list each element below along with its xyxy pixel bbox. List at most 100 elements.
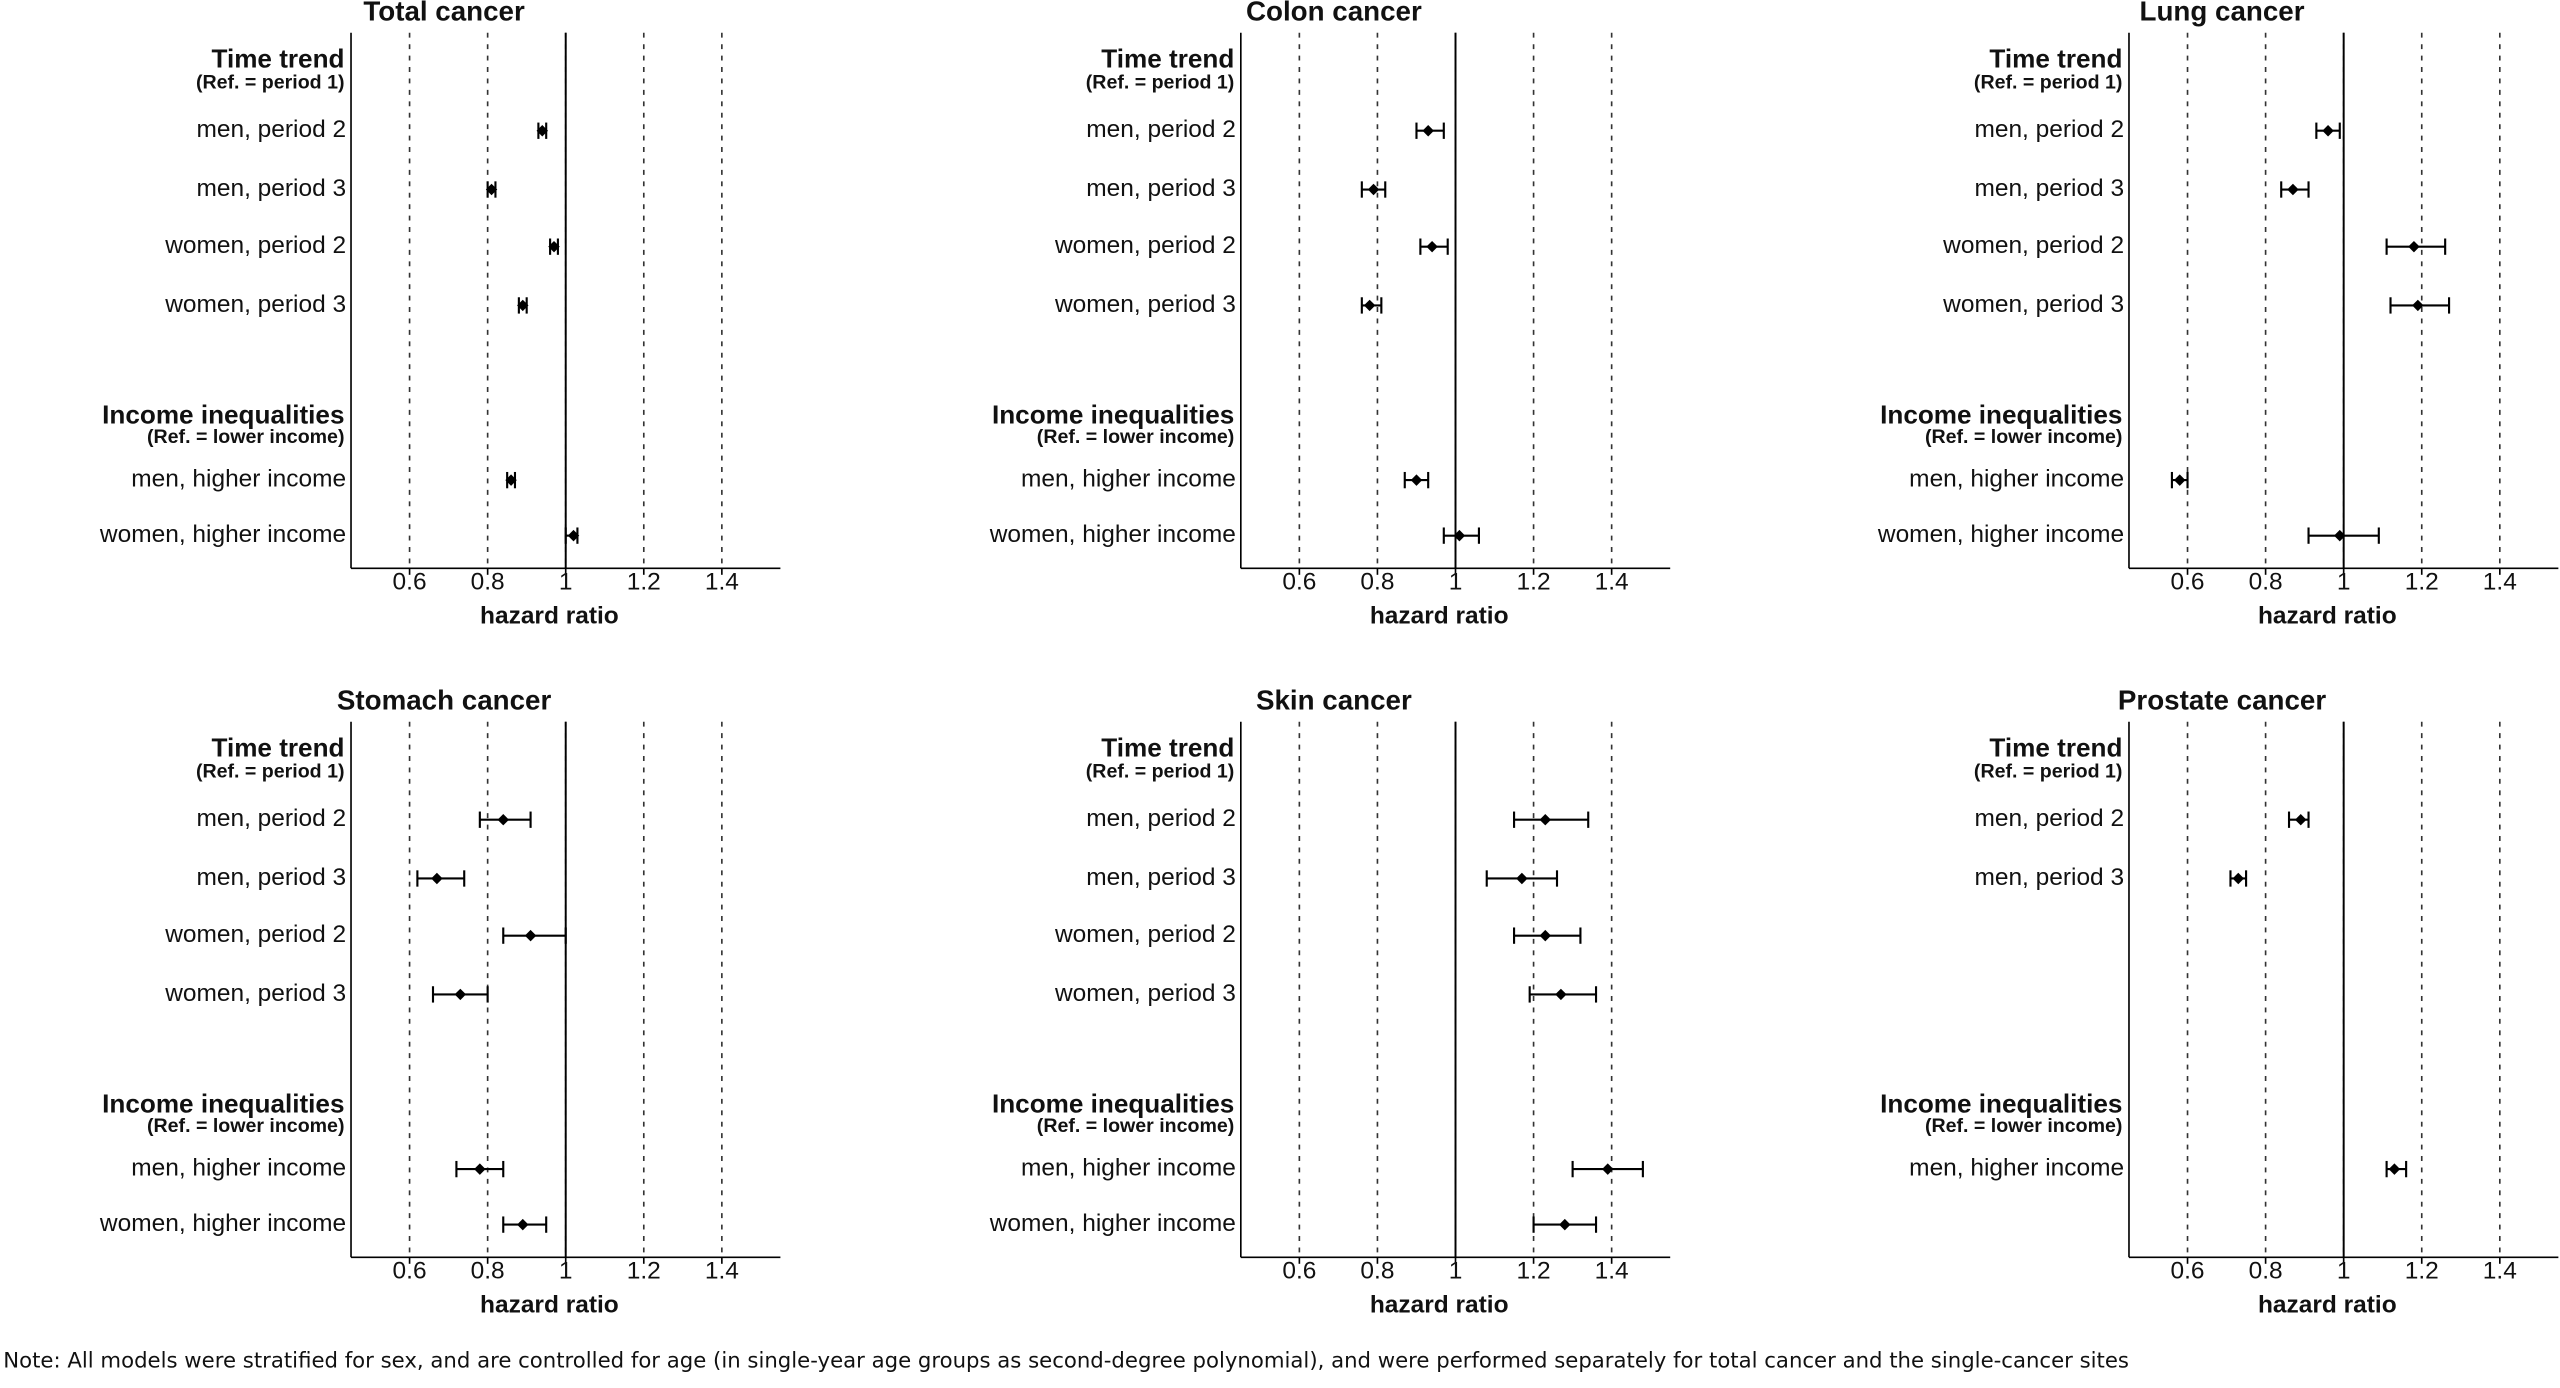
x-tick-label: 1 [1449, 568, 1463, 595]
point-estimate [2295, 814, 2307, 826]
point-estimate [1555, 988, 1567, 1001]
point-estimate [2388, 1163, 2401, 1175]
group-subtitle: (Ref. = period 1) [196, 72, 345, 94]
group-title: Income inequalities [1880, 1088, 2122, 1118]
group-subtitle: (Ref. = lower income) [147, 1115, 344, 1137]
panel-title: Lung cancer [2140, 0, 2305, 27]
row-label: men, higher income [131, 466, 346, 493]
group-subtitle: (Ref. = lower income) [1037, 1115, 1234, 1137]
x-tick-label: 1.2 [2405, 568, 2439, 595]
group-subtitle: (Ref. = period 1) [1974, 761, 2123, 783]
group-subtitle: (Ref. = lower income) [1925, 426, 2122, 448]
group-title: Time trend [211, 43, 344, 73]
row-label: women, period 3 [1054, 980, 1236, 1007]
x-tick-label: 1.4 [2483, 1257, 2517, 1284]
group-subtitle: (Ref. = period 1) [196, 761, 345, 783]
group-title: Time trend [1989, 732, 2122, 762]
group-title: Income inequalities [992, 1088, 1234, 1118]
x-tick-label: 1 [559, 1257, 573, 1284]
row-label: women, period 2 [1054, 232, 1236, 259]
point-estimate [1426, 240, 1438, 253]
point-estimate [1367, 183, 1380, 196]
x-tick-label: 0.6 [2171, 568, 2205, 595]
x-axis-label: hazard ratio [1370, 1292, 1509, 1319]
note: Note: All models were stratified for sex… [3, 1349, 2129, 1374]
x-tick-label: 0.8 [471, 568, 505, 595]
row-label: men, period 2 [196, 805, 346, 832]
point-estimate [1422, 125, 1434, 137]
point-estimate [2232, 872, 2244, 885]
point-estimate [474, 1163, 486, 1175]
row-label: men, period 3 [1974, 864, 2124, 891]
point-estimate [1453, 529, 1466, 542]
row-label: women, higher income [99, 1210, 346, 1237]
x-tick-label: 0.8 [1360, 568, 1394, 595]
row-label: women, higher income [1877, 521, 2124, 548]
panel-title: Prostate cancer [2118, 684, 2326, 715]
x-tick-label: 0.8 [2249, 1257, 2283, 1284]
row-label: men, higher income [131, 1155, 346, 1182]
point-estimate [2322, 125, 2334, 137]
point-estimate [497, 814, 509, 826]
group-title: Income inequalities [1880, 399, 2122, 429]
x-tick-label: 1.2 [627, 568, 661, 595]
point-estimate [505, 474, 517, 486]
row-label: men, higher income [1021, 1155, 1236, 1182]
group-subtitle: (Ref. = period 1) [1974, 72, 2123, 94]
point-estimate [454, 988, 467, 1001]
point-estimate [2334, 529, 2346, 542]
x-tick-label: 1.4 [705, 1257, 739, 1284]
row-label: men, period 2 [1974, 805, 2124, 832]
row-label: women, period 2 [1054, 921, 1236, 948]
x-tick-label: 1.4 [705, 568, 739, 595]
group-title: Time trend [1101, 732, 1234, 762]
x-tick-label: 1.2 [1517, 1257, 1551, 1284]
x-tick-label: 0.6 [2171, 1257, 2205, 1284]
x-tick-label: 1 [2337, 1257, 2351, 1284]
row-label: men, period 3 [1086, 175, 1236, 202]
point-estimate [536, 125, 549, 137]
x-tick-label: 0.6 [1282, 568, 1316, 595]
x-tick-label: 0.8 [471, 1257, 505, 1284]
row-label: women, higher income [99, 521, 346, 548]
row-label: men, higher income [1909, 466, 2124, 493]
x-tick-label: 0.8 [1360, 1257, 1394, 1284]
row-label: women, period 3 [1942, 291, 2124, 318]
x-axis-label: hazard ratio [2258, 1292, 2397, 1319]
row-label: women, period 2 [164, 232, 346, 259]
group-subtitle: (Ref. = lower income) [1037, 426, 1234, 448]
panel-title: Total cancer [363, 0, 525, 27]
panel-title: Stomach cancer [337, 684, 552, 715]
x-tick-label: 0.8 [2249, 568, 2283, 595]
point-estimate [548, 240, 560, 253]
group-title: Income inequalities [102, 399, 344, 429]
point-estimate [485, 183, 498, 196]
row-label: men, higher income [1021, 466, 1236, 493]
row-label: men, period 3 [1974, 175, 2124, 202]
point-estimate [1559, 1218, 1571, 1231]
group-subtitle: (Ref. = period 1) [1086, 72, 1235, 94]
x-axis-label: hazard ratio [2258, 603, 2397, 630]
x-axis-label: hazard ratio [480, 603, 619, 630]
x-tick-label: 1 [2337, 568, 2351, 595]
point-estimate [1602, 1163, 1614, 1175]
x-tick-label: 1.2 [1517, 568, 1551, 595]
x-tick-label: 0.6 [393, 1257, 427, 1284]
group-title: Income inequalities [992, 399, 1234, 429]
x-tick-label: 0.6 [1282, 1257, 1316, 1284]
x-tick-label: 1.2 [2405, 1257, 2439, 1284]
row-label: men, period 3 [1086, 864, 1236, 891]
group-title: Time trend [211, 732, 344, 762]
group-title: Time trend [1989, 43, 2122, 73]
group-subtitle: (Ref. = lower income) [1925, 1115, 2122, 1137]
group-title: Income inequalities [102, 1088, 344, 1118]
x-tick-label: 1.4 [2483, 568, 2517, 595]
row-label: men, period 2 [1974, 116, 2124, 143]
panel-title: Colon cancer [1246, 0, 1422, 27]
row-label: men, period 2 [1086, 805, 1236, 832]
x-axis-label: hazard ratio [480, 1292, 619, 1319]
point-estimate [431, 872, 443, 885]
x-tick-label: 1.4 [1595, 1257, 1629, 1284]
row-label: men, period 3 [196, 864, 346, 891]
row-label: women, period 3 [1054, 291, 1236, 318]
